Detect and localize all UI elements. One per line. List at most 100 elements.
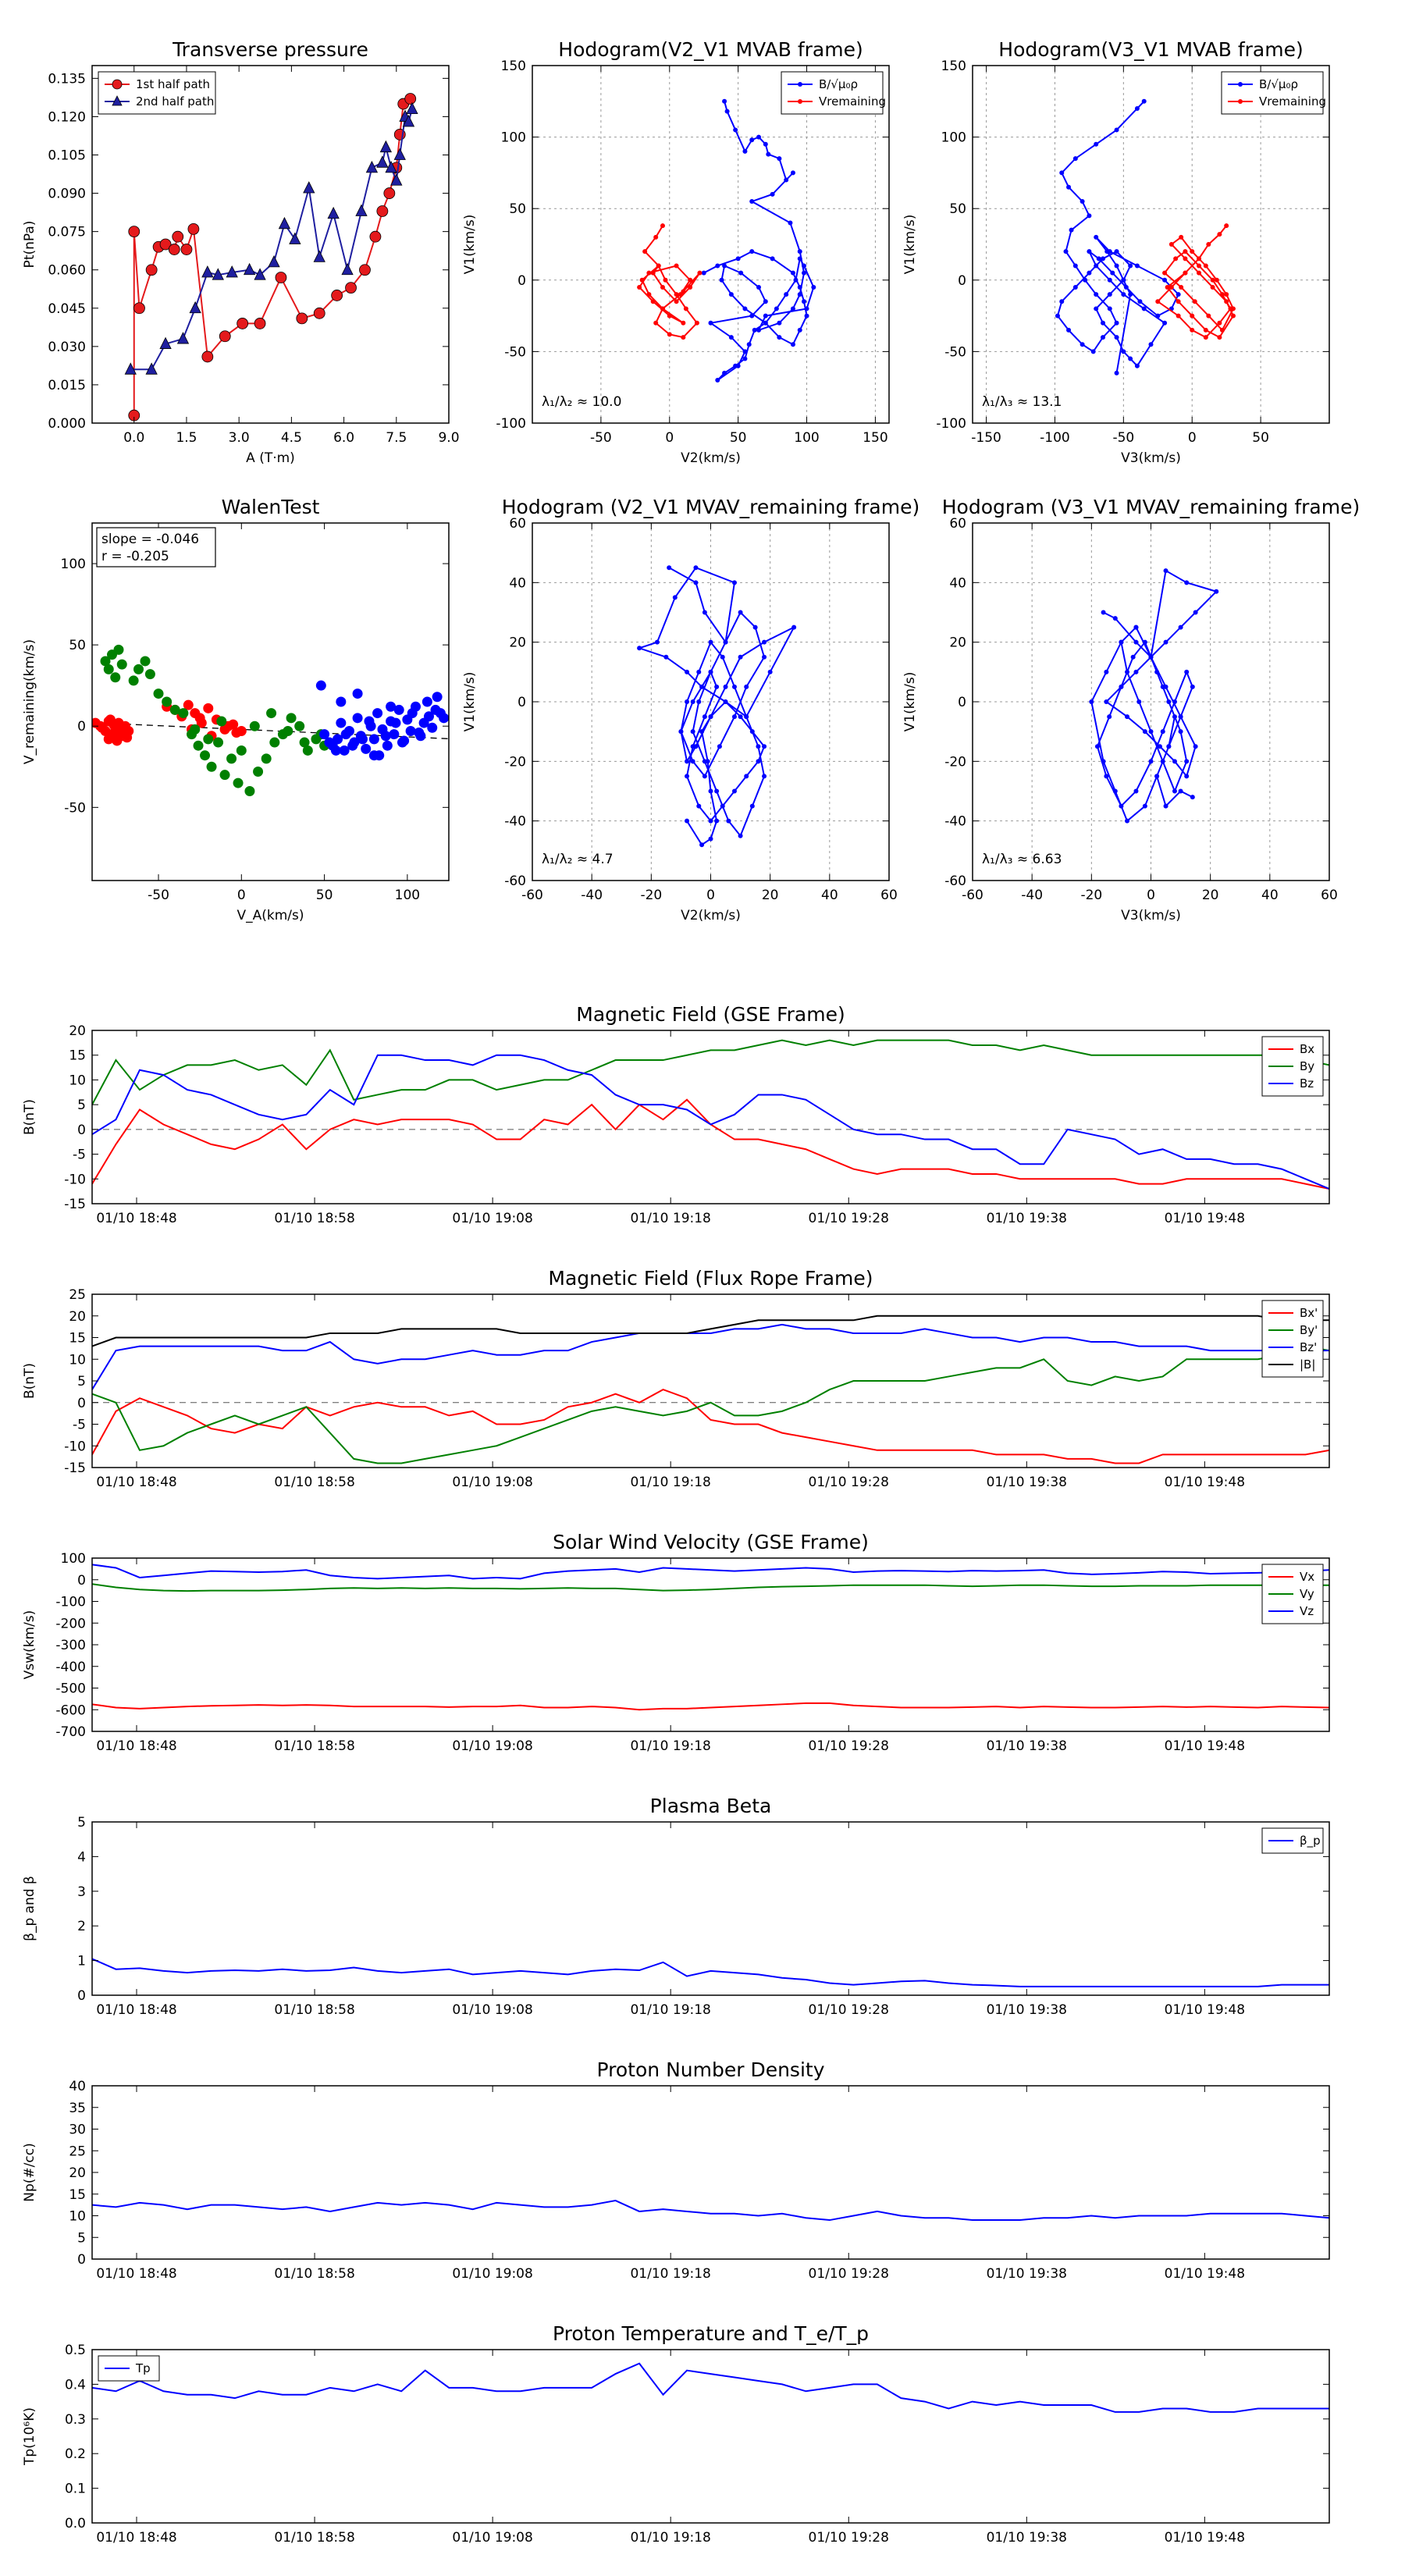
x-tick-label: 01/10 19:38 — [987, 1211, 1067, 1226]
data-point — [642, 249, 648, 254]
data-point — [639, 277, 645, 283]
data-point — [762, 639, 767, 645]
plot-area — [92, 1039, 1329, 1190]
data-point — [742, 349, 748, 354]
data-point — [203, 703, 214, 713]
series-line-by- — [92, 1345, 1329, 1464]
data-point — [1104, 699, 1109, 704]
x-tick-label: 01/10 19:28 — [809, 1211, 889, 1226]
data-point — [722, 370, 727, 375]
data-point — [1190, 684, 1195, 689]
data-point — [226, 753, 237, 764]
legend-label: β_p — [1300, 1834, 1321, 1848]
data-point — [1163, 639, 1168, 645]
data-point — [802, 270, 807, 276]
data-point — [660, 306, 665, 311]
x-tick-label: 01/10 18:58 — [274, 2266, 354, 2282]
y-tick-label: -20 — [504, 754, 526, 770]
data-point — [1206, 242, 1211, 247]
x-tick-label: 01/10 19:48 — [1165, 1211, 1245, 1226]
data-point — [201, 350, 214, 363]
chart-tp: Transverse pressure 0.0 1.5 3.0 4.5 6.0 7.5 9.0… — [22, 38, 460, 466]
data-point — [797, 249, 802, 254]
chart-pb: Plasma Beta 01/10 18:48 01/10 18:58 01/10 1… — [22, 1795, 1330, 2018]
data-point — [749, 199, 755, 205]
data-point — [793, 277, 799, 283]
data-point — [749, 313, 755, 318]
chart-title: Transverse pressure — [172, 38, 368, 61]
x-tick-label: 01/10 19:38 — [987, 2266, 1067, 2282]
data-point — [1100, 320, 1105, 326]
x-tick-label: 01/10 18:48 — [96, 2266, 176, 2282]
data-point — [390, 173, 403, 186]
y-tick-label: -15 — [64, 1197, 86, 1212]
x-tick-label: 0 — [237, 888, 246, 903]
legend-label: Bz' — [1300, 1340, 1317, 1354]
data-point — [646, 292, 652, 297]
data-point — [1224, 292, 1229, 297]
y-tick-label: 40 — [949, 575, 966, 591]
data-point — [1119, 684, 1124, 689]
data-point — [341, 262, 354, 276]
data-point — [1184, 759, 1190, 764]
data-point — [654, 639, 660, 645]
y-tick-label: 5 — [77, 1374, 86, 1389]
data-point — [724, 109, 730, 114]
data-point — [790, 306, 795, 311]
data-point — [266, 708, 277, 719]
x-tick-label: 01/10 19:48 — [1165, 2266, 1245, 2282]
x-tick-label: 01/10 18:48 — [96, 1475, 176, 1490]
data-point — [383, 187, 396, 199]
data-point — [650, 270, 656, 276]
data-point — [1114, 249, 1119, 254]
data-point — [715, 263, 720, 269]
data-point — [1114, 127, 1119, 133]
y-tick-label: -600 — [55, 1703, 86, 1718]
data-point — [1217, 335, 1222, 340]
y-tick-label: 0.0 — [65, 2516, 86, 2532]
data-point — [690, 759, 695, 764]
y-tick-label: 0.015 — [48, 378, 86, 393]
data-point — [742, 306, 748, 311]
data-point — [1160, 759, 1165, 764]
data-point — [770, 191, 775, 197]
chart-title: Plasma Beta — [650, 1795, 772, 1817]
data-point — [133, 664, 144, 674]
legend-label: B/√μ₀ρ — [1259, 77, 1298, 91]
y-axis-label: V1(km/s) — [462, 672, 478, 732]
x-tick-label: 01/10 19:48 — [1165, 2530, 1245, 2546]
y-tick-label: 0 — [77, 1573, 86, 1589]
data-point — [193, 740, 204, 751]
y-tick-label: 20 — [69, 1309, 86, 1325]
data-point — [352, 688, 363, 699]
data-point — [1142, 729, 1147, 735]
data-point — [231, 728, 242, 738]
legend-box — [781, 71, 884, 115]
data-point — [183, 699, 194, 710]
data-point — [699, 729, 705, 735]
y-axis-label: V1(km/s) — [902, 672, 918, 732]
y-tick-label: 1 — [77, 1954, 86, 1969]
legend: β_p — [1261, 1827, 1324, 1854]
data-point — [219, 330, 231, 343]
data-point — [763, 320, 768, 326]
data-point — [738, 714, 743, 720]
stats-text: slope = -0.046 — [101, 532, 199, 547]
legend: B/√μ₀ρ Vremaining — [781, 71, 886, 115]
y-tick-label: -10 — [64, 1172, 86, 1187]
plot-frame — [91, 1821, 1330, 1996]
y-tick-label: -10 — [64, 1439, 86, 1454]
y-axis-label: B(nT) — [22, 1363, 37, 1399]
x-tick-label: 01/10 19:08 — [452, 1738, 532, 1754]
legend-box — [98, 71, 216, 115]
data-point — [103, 734, 114, 745]
data-point — [722, 98, 727, 104]
legend: 1st half path 2nd half path — [98, 71, 216, 115]
series-line-bz — [92, 1054, 1329, 1190]
data-point — [756, 134, 762, 140]
x-tick-label: 01/10 18:48 — [96, 2530, 176, 2546]
x-tick-label: 7.5 — [386, 430, 407, 446]
data-point — [1134, 363, 1140, 368]
plot-area — [1089, 568, 1219, 824]
data-point — [368, 750, 379, 761]
